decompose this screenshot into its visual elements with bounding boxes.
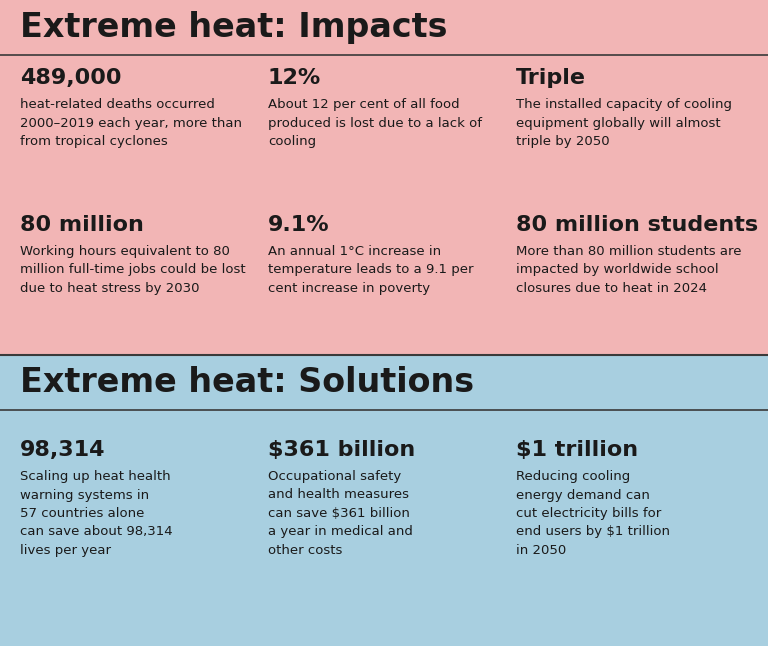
Text: heat-related deaths occurred
2000–2019 each year, more than
from tropical cyclon: heat-related deaths occurred 2000–2019 e…	[20, 98, 242, 148]
Text: Working hours equivalent to 80
million full-time jobs could be lost
due to heat : Working hours equivalent to 80 million f…	[20, 245, 246, 295]
Text: Occupational safety
and health measures
can save $361 billion
a year in medical : Occupational safety and health measures …	[268, 470, 413, 557]
Text: 80 million: 80 million	[20, 215, 144, 235]
Text: $1 trillion: $1 trillion	[516, 440, 638, 460]
Bar	[0, 0, 768, 355]
Text: About 12 per cent of all food
produced is lost due to a lack of
cooling: About 12 per cent of all food produced i…	[268, 98, 482, 148]
Text: $361 billion: $361 billion	[268, 440, 415, 460]
Text: Triple: Triple	[516, 68, 586, 88]
Text: Extreme heat: Solutions: Extreme heat: Solutions	[20, 366, 474, 399]
Text: Scaling up heat health
warning systems in
57 countries alone
can save about 98,3: Scaling up heat health warning systems i…	[20, 470, 173, 557]
Text: The installed capacity of cooling
equipment globally will almost
triple by 2050: The installed capacity of cooling equipm…	[516, 98, 732, 148]
Text: 80 million students: 80 million students	[516, 215, 758, 235]
Text: Extreme heat: Impacts: Extreme heat: Impacts	[20, 10, 448, 43]
Bar	[0, 355, 768, 646]
Text: 98,314: 98,314	[20, 440, 105, 460]
Text: More than 80 million students are
impacted by worldwide school
closures due to h: More than 80 million students are impact…	[516, 245, 741, 295]
Text: 489,000: 489,000	[20, 68, 121, 88]
Text: Reducing cooling
energy demand can
cut electricity bills for
end users by $1 tri: Reducing cooling energy demand can cut e…	[516, 470, 670, 557]
Text: 12%: 12%	[268, 68, 321, 88]
Text: An annual 1°C increase in
temperature leads to a 9.1 per
cent increase in povert: An annual 1°C increase in temperature le…	[268, 245, 474, 295]
Text: 9.1%: 9.1%	[268, 215, 329, 235]
